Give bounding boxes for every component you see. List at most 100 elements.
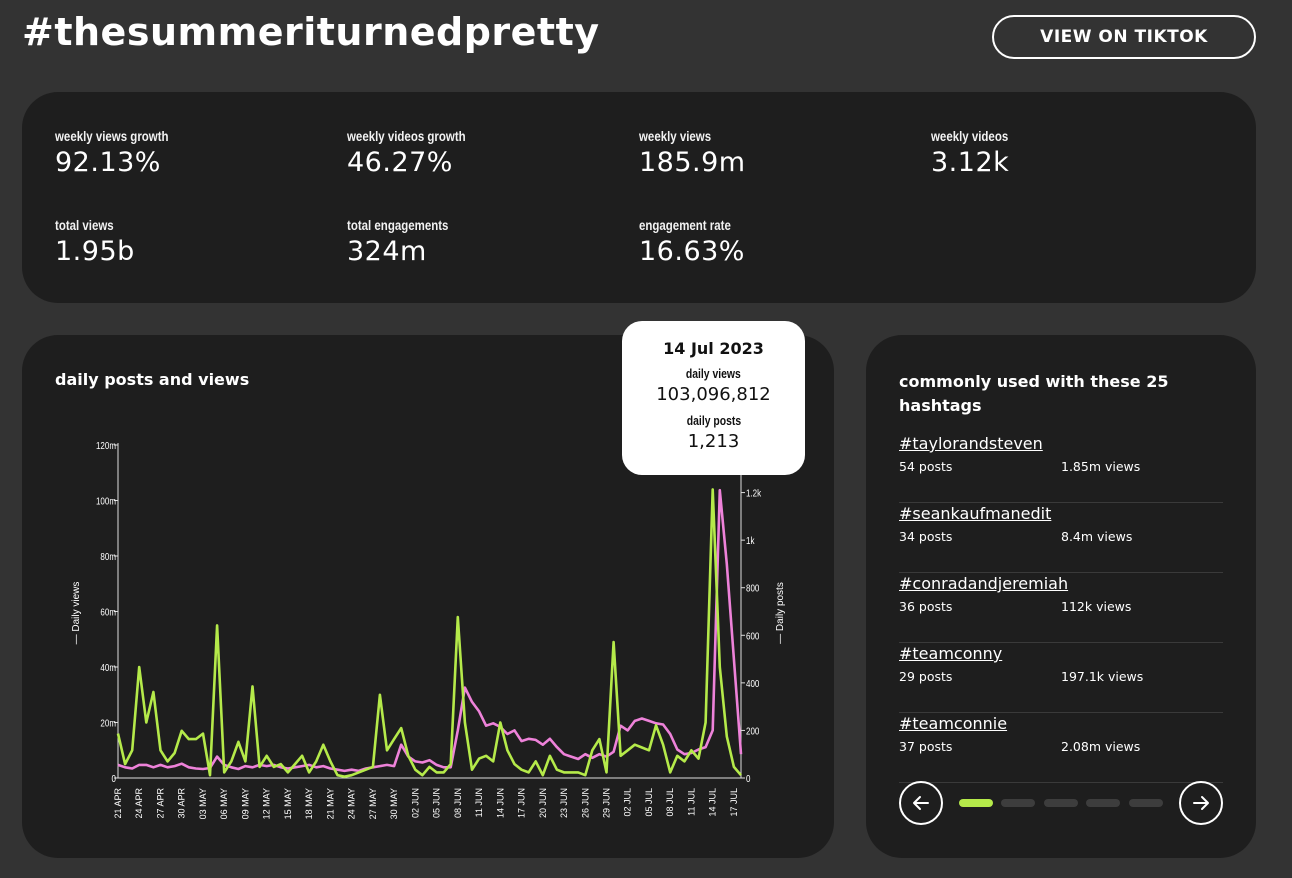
x-tick-label: 26 JUN bbox=[580, 788, 590, 818]
x-tick-label: 02 JUN bbox=[410, 788, 420, 818]
hashtag-views: 8.4m views bbox=[1061, 529, 1133, 544]
x-tick-label: 17 JUL bbox=[729, 788, 739, 817]
y-tick-label: 40m bbox=[100, 662, 116, 673]
hashtag-views: 197.1k views bbox=[1061, 669, 1144, 684]
x-tick-label: 14 JUL bbox=[708, 788, 718, 817]
x-tick-label: 12 MAY bbox=[262, 788, 272, 819]
hashtag-views: 2.08m views bbox=[1061, 739, 1141, 754]
page-dot-2[interactable] bbox=[1001, 799, 1035, 807]
x-tick-label: 09 MAY bbox=[240, 788, 250, 819]
page-dot-4[interactable] bbox=[1086, 799, 1120, 807]
y-tick-label: 120m bbox=[96, 440, 116, 451]
y-tick-label: 20m bbox=[100, 718, 116, 729]
y-tick-label: 0 bbox=[112, 773, 116, 784]
hashtag-posts: 54 posts bbox=[899, 459, 953, 474]
x-tick-label: 21 APR bbox=[113, 788, 123, 819]
y-tick-label: 80m bbox=[100, 551, 116, 562]
stat-label: weekly videos growth bbox=[347, 128, 466, 144]
y2-tick-label: 0 bbox=[746, 773, 750, 784]
list-item: #teamconny 29 posts 197.1k views bbox=[899, 643, 1223, 713]
x-tick-label: 24 MAY bbox=[347, 788, 357, 819]
hashtag-link[interactable]: #teamconnie bbox=[899, 714, 1008, 733]
x-tick-label: 27 APR bbox=[155, 788, 165, 819]
y2-tick-label: 200 bbox=[746, 726, 759, 737]
x-tick-label: 15 MAY bbox=[283, 788, 293, 819]
stat-value: 46.27% bbox=[347, 147, 453, 178]
stat-total-engagements: total engagements 324m bbox=[347, 217, 471, 267]
hashtag-posts: 29 posts bbox=[899, 669, 953, 684]
x-tick-label: 20 JUN bbox=[538, 788, 548, 818]
hashtags-title: commonly used with these 25 hashtags bbox=[899, 372, 1169, 415]
y2-tick-label: 400 bbox=[746, 678, 759, 689]
stat-weekly-views-growth: weekly views growth 92.13% bbox=[55, 128, 194, 178]
next-page-button[interactable] bbox=[1179, 781, 1223, 825]
stat-value: 16.63% bbox=[639, 236, 745, 267]
hashtag-link[interactable]: #taylorandsteven bbox=[899, 434, 1043, 453]
x-tick-label: 02 JUL bbox=[623, 788, 633, 817]
page-dot-1[interactable] bbox=[959, 799, 993, 807]
y2-tick-label: 600 bbox=[746, 630, 759, 641]
tooltip-posts-label: daily posts bbox=[686, 413, 741, 428]
prev-page-button[interactable] bbox=[899, 781, 943, 825]
x-tick-label: 29 JUN bbox=[601, 788, 611, 818]
stat-label: weekly videos bbox=[931, 128, 1009, 144]
x-tick-label: 08 JUL bbox=[665, 788, 675, 817]
daily-views-line bbox=[116, 488, 742, 778]
stat-label: weekly views bbox=[639, 128, 712, 144]
hashtag-posts: 37 posts bbox=[899, 739, 953, 754]
stat-weekly-videos: weekly videos 3.12k bbox=[931, 128, 1025, 178]
arrow-right-icon bbox=[1193, 796, 1209, 810]
tooltip-views-label: daily views bbox=[686, 366, 741, 381]
hashtags-card: commonly used with these 25 hashtags #ta… bbox=[866, 335, 1256, 858]
y-tick-label: 100m bbox=[96, 496, 116, 507]
x-tick-label: 18 MAY bbox=[304, 788, 314, 819]
x-tick-label: 03 MAY bbox=[198, 788, 208, 819]
view-on-tiktok-button[interactable]: VIEW ON TIKTOK bbox=[992, 15, 1256, 59]
y-tick-label: 60m bbox=[100, 607, 116, 618]
x-tick-label: 05 JUN bbox=[432, 788, 442, 818]
page-title: #thesummeriturnedpretty bbox=[22, 10, 600, 54]
daily-posts-views-chart[interactable]: 0 20m 40m 60m 80m 100m 120m 0 200 400 600 800 1k 1.2k… bbox=[22, 335, 834, 858]
x-tick-label: 17 JUN bbox=[517, 788, 527, 818]
x-tick-label: 21 MAY bbox=[325, 788, 335, 819]
list-item: #seankaufmanedit 34 posts 8.4m views bbox=[899, 503, 1223, 573]
stat-label: total engagements bbox=[347, 217, 449, 233]
stat-value: 185.9m bbox=[639, 147, 746, 178]
hashtag-views: 1.85m views bbox=[1061, 459, 1141, 474]
hashtag-link[interactable]: #teamconny bbox=[899, 644, 1003, 663]
stat-label: weekly views growth bbox=[55, 128, 169, 144]
arrow-left-icon bbox=[913, 796, 929, 810]
page-dot-3[interactable] bbox=[1044, 799, 1078, 807]
hashtag-link[interactable]: #conradandjeremiah bbox=[899, 574, 1069, 593]
hashtag-list: #taylorandsteven 54 posts 1.85m views #s… bbox=[899, 433, 1223, 783]
x-tick-label: 14 JUN bbox=[495, 788, 505, 818]
x-tick-label: 08 JUN bbox=[453, 788, 463, 818]
page-dot-5[interactable] bbox=[1129, 799, 1163, 807]
chart-title: daily posts and views bbox=[55, 370, 250, 389]
hashtag-link[interactable]: #seankaufmanedit bbox=[899, 504, 1052, 523]
daily-posts-line bbox=[117, 488, 743, 773]
y2-tick-label: 1.2k bbox=[746, 488, 762, 499]
stat-weekly-views: weekly views 185.9m bbox=[639, 128, 746, 178]
y2-axis-title: — Daily posts bbox=[775, 582, 786, 644]
x-tick-label: 27 MAY bbox=[368, 788, 378, 819]
x-tick-label: 30 MAY bbox=[389, 788, 399, 819]
x-tick-label: 23 JUN bbox=[559, 788, 569, 818]
hashtag-views: 112k views bbox=[1061, 599, 1132, 614]
stat-value: 324m bbox=[347, 236, 427, 267]
x-tick-label: 24 APR bbox=[134, 788, 144, 819]
y2-tick-label: 1k bbox=[746, 535, 755, 546]
stats-card: weekly views growth 92.13% weekly videos… bbox=[22, 92, 1256, 303]
list-item: #conradandjeremiah 36 posts 112k views bbox=[899, 573, 1223, 643]
tooltip-date: 14 Jul 2023 bbox=[663, 339, 764, 358]
tooltip-views-value: 103,096,812 bbox=[656, 384, 771, 405]
chart-tooltip: 14 Jul 2023 daily views 103,096,812 dail… bbox=[622, 321, 805, 475]
x-tick-label: 05 JUL bbox=[644, 788, 654, 817]
x-tick-label: 11 JUN bbox=[474, 788, 484, 817]
x-tick-label: 30 APR bbox=[177, 788, 187, 819]
stat-value: 1.95b bbox=[55, 236, 135, 267]
y-axis-title: — Daily views bbox=[71, 582, 82, 645]
stat-label: engagement rate bbox=[639, 217, 731, 233]
stat-engagement-rate: engagement rate 16.63% bbox=[639, 217, 751, 267]
list-item: #teamconnie 37 posts 2.08m views bbox=[899, 713, 1223, 783]
